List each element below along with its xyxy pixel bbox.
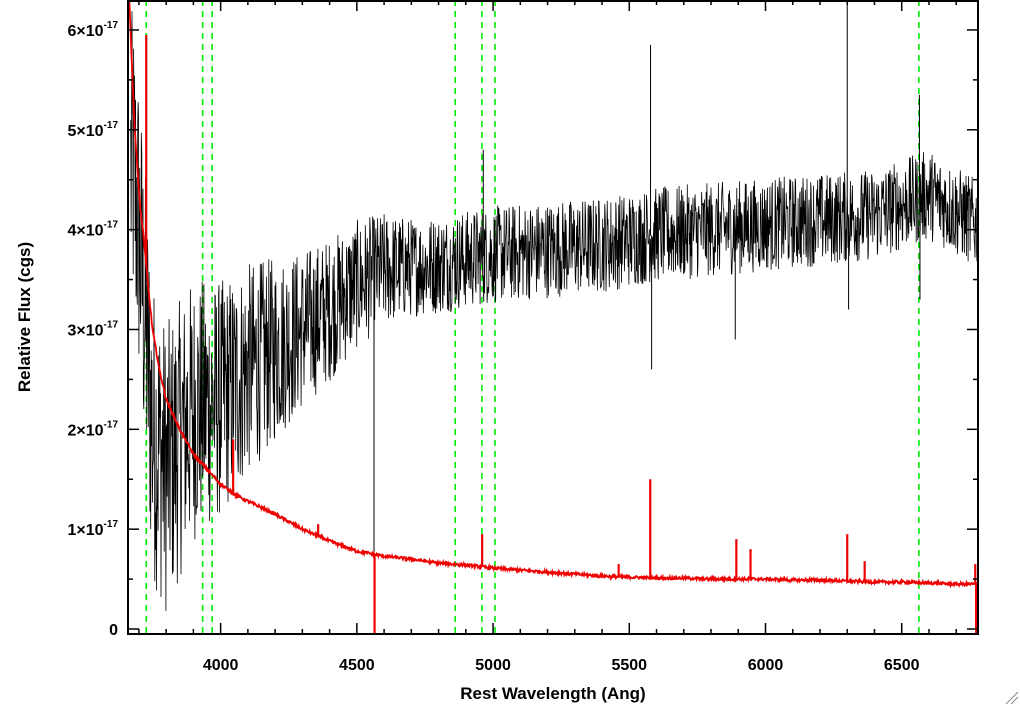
spectrum-series-line	[130, 11, 978, 611]
x-tick-label: 4000	[203, 657, 239, 674]
error-series-line	[128, 1, 978, 589]
y-tick-label: 3×10-17	[68, 319, 119, 339]
x-axis-label: Rest Wavelength (Ang)	[460, 684, 645, 703]
y-tick-label: 2×10-17	[68, 419, 119, 439]
axis-ticks	[128, 0, 978, 634]
y-tick-label: 5×10-17	[68, 120, 119, 140]
plot-frame	[127, 0, 979, 635]
x-tick-label: 5500	[611, 657, 647, 674]
y-tick-label: 6×10-17	[68, 20, 119, 40]
reference-lines	[145, 0, 920, 634]
series-layer	[128, 0, 978, 634]
x-tick-label: 6500	[884, 657, 920, 674]
resize-grip-icon[interactable]	[1005, 691, 1019, 705]
x-tick-label: 4500	[339, 657, 375, 674]
y-axis-label: Relative Flux (cgs)	[15, 242, 34, 392]
x-tick-label: 5000	[475, 657, 511, 674]
y-tick-label: 4×10-17	[68, 220, 119, 240]
y-tick-label: 1×10-17	[68, 519, 119, 539]
y-tick-label: 0	[109, 622, 118, 639]
tick-labels: 4000 4500 5000 5500 6000 6500 0 1×10-17 2×10-17 3…	[68, 20, 920, 674]
x-tick-label: 6000	[748, 657, 784, 674]
